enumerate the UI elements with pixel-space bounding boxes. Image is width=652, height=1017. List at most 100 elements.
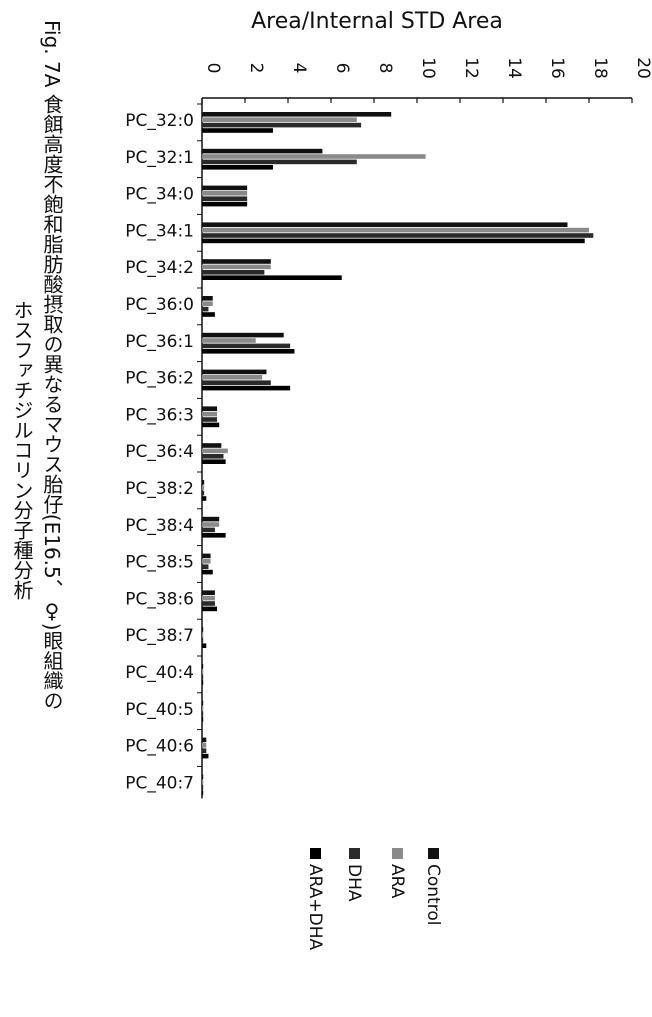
bar [202, 700, 204, 706]
bar [202, 748, 207, 753]
bar [202, 122, 362, 128]
bar [202, 148, 323, 154]
category-label: PC_32:0 [125, 111, 194, 131]
tick-label: 18 [590, 57, 610, 79]
tick-label: 16 [547, 57, 567, 79]
bar [202, 485, 205, 490]
bar [202, 459, 226, 464]
figure-caption-line2: ホスファチジルコリン分子種分析 [10, 300, 34, 600]
bar [202, 222, 568, 227]
bar [202, 674, 204, 680]
bar [202, 553, 211, 559]
bar [202, 191, 248, 196]
category-label: PC_36:0 [125, 295, 194, 315]
bar [202, 332, 284, 338]
bar [202, 117, 357, 122]
bar [202, 238, 585, 244]
category-label: PC_38:7 [125, 626, 194, 646]
bar [202, 233, 594, 238]
category-label: PC_34:2 [125, 258, 194, 278]
tick-label: 4 [289, 63, 309, 74]
bar [202, 790, 204, 796]
bar [202, 569, 213, 575]
bar [202, 306, 209, 312]
tick-label: 6 [332, 63, 352, 74]
bar [202, 406, 218, 411]
bar [202, 559, 211, 564]
bar [202, 706, 204, 711]
tick-label: 12 [461, 57, 481, 79]
tick-label: 10 [418, 57, 438, 79]
bar [202, 264, 271, 270]
category-label: PC_40:6 [125, 737, 194, 757]
tick-label: 0 [203, 63, 223, 74]
legend-label: DHA [344, 864, 364, 902]
bar [202, 201, 248, 207]
figure-caption-line1: Fig. 7A 食餌高度不飽和脂肪酸摂取の異なるマウス胎仔(E16.5、♀)眼組… [40, 20, 64, 711]
category-label: PC_40:7 [125, 773, 194, 793]
bar [202, 128, 273, 133]
bar [202, 711, 204, 717]
bar [202, 417, 218, 422]
bar [202, 369, 267, 375]
bar [202, 112, 392, 117]
category-label: PC_38:2 [125, 479, 194, 499]
category-label: PC_36:1 [125, 332, 194, 352]
category-label: PC_38:4 [125, 516, 194, 536]
bar [202, 448, 228, 454]
bar [202, 785, 204, 790]
bar [202, 196, 248, 201]
legend-swatch [349, 848, 360, 859]
bar [202, 564, 209, 569]
legend-label: ARA+DHA [305, 864, 325, 950]
bar [202, 496, 207, 501]
category-label: PC_40:5 [125, 700, 194, 720]
legend-swatch [428, 848, 439, 859]
bar [202, 669, 204, 674]
legend-label: ARA [387, 864, 407, 899]
tick-label: 14 [504, 57, 524, 79]
category-label: PC_40:4 [125, 663, 194, 683]
bar [202, 480, 205, 485]
bar [202, 296, 213, 301]
bar [202, 490, 205, 496]
bar [202, 643, 207, 648]
bar [202, 275, 342, 280]
legend-swatch [392, 848, 403, 859]
category-label: PC_34:1 [125, 221, 194, 241]
bar [202, 165, 273, 170]
bar [202, 595, 215, 601]
bar [202, 590, 215, 595]
bar [202, 385, 291, 391]
bar [202, 779, 204, 785]
bar [202, 717, 204, 722]
bar [202, 606, 218, 612]
bar [202, 516, 220, 522]
category-label: PC_34:0 [125, 185, 194, 205]
bar [202, 159, 357, 165]
bar [202, 380, 271, 385]
bar [202, 743, 207, 748]
bar [202, 227, 589, 233]
category-label: PC_38:6 [125, 589, 194, 609]
bar [202, 632, 204, 638]
legend-label: Control [423, 864, 443, 925]
category-label: PC_38:5 [125, 553, 194, 573]
bar [202, 411, 218, 417]
bar [202, 270, 265, 275]
bar [202, 601, 215, 606]
tick-label: 8 [375, 63, 395, 74]
tick-label: 2 [246, 63, 266, 74]
bar [202, 443, 222, 448]
bar [202, 638, 204, 643]
bar [202, 154, 426, 159]
bar [202, 259, 271, 264]
bar [202, 680, 204, 685]
bar [202, 774, 204, 779]
legend-swatch [310, 848, 321, 859]
bar [202, 312, 215, 317]
category-label: PC_36:4 [125, 442, 194, 462]
bar [202, 301, 213, 306]
category-label: PC_32:1 [125, 148, 194, 168]
